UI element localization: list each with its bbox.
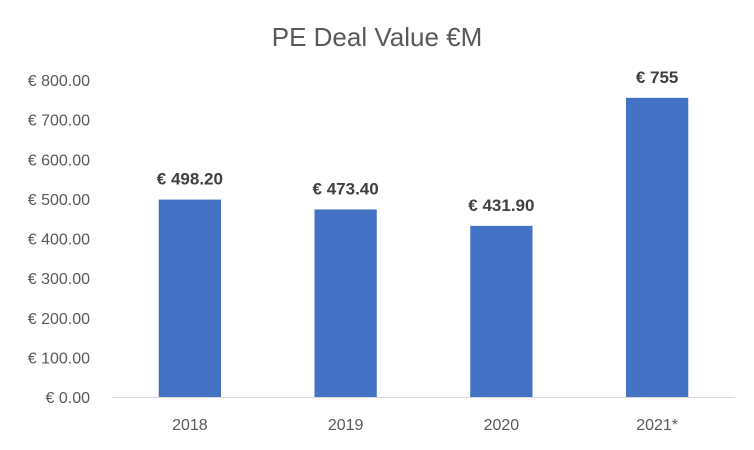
x-tick-label: 2021* [636, 417, 678, 434]
bar-2019 [314, 209, 377, 397]
y-tick-label: € 100.00 [28, 350, 90, 367]
x-tick-label: 2019 [328, 417, 364, 434]
y-tick-label: € 700.00 [28, 113, 90, 130]
bars [158, 97, 689, 398]
bar-2021 [625, 97, 689, 398]
y-tick-label: € 0.00 [46, 390, 91, 407]
data-label: € 473.40 [313, 179, 379, 198]
x-tick-label: 2020 [484, 417, 520, 434]
data-labels: € 498.20 € 473.40 € 431.90 € 755 [157, 68, 679, 215]
x-tick-label: 2018 [172, 417, 208, 434]
chart-title: PE Deal Value €M [272, 22, 483, 52]
y-tick-label: € 400.00 [28, 232, 90, 249]
data-label: € 498.20 [157, 170, 223, 189]
y-tick-label: € 300.00 [28, 271, 90, 288]
y-tick-label: € 200.00 [28, 311, 90, 328]
bar-2020 [470, 225, 533, 397]
y-tick-label: € 500.00 [28, 192, 90, 209]
y-tick-label: € 800.00 [28, 73, 90, 90]
y-tick-label: € 600.00 [28, 152, 90, 169]
y-axis: € 0.00 € 100.00 € 200.00 € 300.00 € 400.00 € … [28, 73, 90, 407]
data-label: € 431.90 [468, 196, 534, 215]
x-axis: 2018 2019 2020 2021* [172, 417, 678, 434]
data-label: € 755 [636, 68, 679, 87]
bar-2018 [158, 199, 222, 397]
